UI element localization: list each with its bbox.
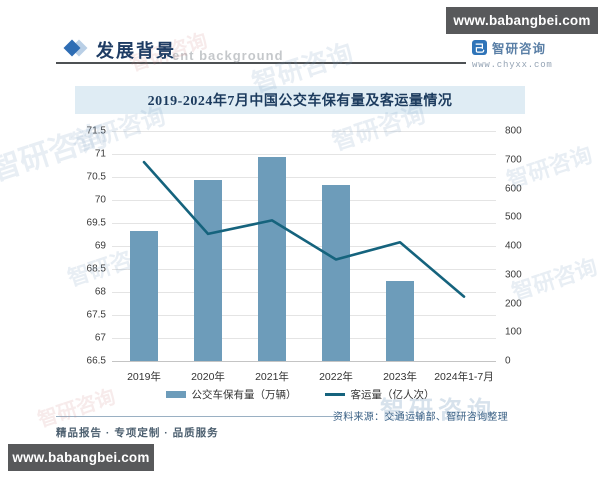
footer-tagline: 精品报告 · 专项定制 · 品质服务: [56, 427, 219, 439]
legend-item-line: 客运量（亿人次）: [324, 387, 435, 402]
gridline: [112, 361, 496, 362]
section-title: 发展背景: [96, 41, 176, 61]
zhiyan-logo-icon: 己: [472, 40, 487, 55]
header-divider: [56, 62, 466, 64]
x-axis-label: 2019年: [127, 371, 161, 383]
bar-2023年: [386, 280, 414, 361]
right-axis-tick: 500: [505, 211, 522, 223]
brand-logo-block: 己 智研咨询 www.chyxx.com: [472, 38, 582, 70]
right-axis-tick: 800: [505, 125, 522, 137]
chart-title-band: 2019-2024年7月中国公交车保有量及客运量情况: [75, 86, 525, 114]
left-axis-tick: 69: [94, 240, 106, 252]
chart-title: 2019-2024年7月中国公交车保有量及客运量情况: [147, 94, 453, 109]
legend: 公交车保有量（万辆） 客运量（亿人次）: [0, 386, 600, 402]
bar-2021年: [258, 156, 286, 361]
gridline: [112, 200, 496, 201]
plot-area: 71.5 71 70.5 70 69.5 69 68.5 68 67.5 67 66.5 800 700…: [87, 126, 522, 384]
right-axis-tick: 700: [505, 154, 522, 166]
x-axis-label: 2021年: [255, 371, 289, 383]
bar-2020年: [194, 179, 222, 361]
right-axis-tick: 200: [505, 298, 522, 309]
right-axis-tick: 0: [505, 355, 511, 367]
gridline: [112, 246, 496, 247]
brand-name: 智研咨询: [492, 42, 547, 56]
left-axis-tick: 70.5: [86, 171, 106, 183]
left-axis-tick: 68: [94, 286, 106, 298]
data-source: 资料来源：交通运输部、智研咨询整理: [332, 412, 508, 423]
right-axis-tick: 600: [505, 183, 522, 194]
x-axis-label: 2024年1-7月: [434, 371, 494, 383]
legend-label-line: 客运量（亿人次）: [350, 388, 435, 401]
left-axis-tick: 67: [94, 332, 106, 344]
bar-2019年: [130, 230, 158, 361]
x-axis-label: 2022年: [319, 371, 353, 383]
gridline: [112, 131, 496, 132]
legend-label-bar: 公交车保有量（万辆）: [191, 388, 297, 401]
bar-swatch-icon: [165, 390, 186, 398]
line-swatch-icon: [324, 392, 345, 396]
right-axis-tick: 100: [505, 326, 522, 338]
gridline: [112, 315, 496, 316]
gridline: [112, 338, 496, 339]
right-axis-tick: 400: [505, 240, 522, 252]
left-axis-tick: 69.5: [86, 217, 106, 229]
left-axis-tick: 70: [94, 194, 106, 206]
bar-2022年: [322, 185, 350, 361]
right-axis-tick: 300: [505, 269, 522, 281]
x-axis-label: 2020年: [191, 371, 225, 383]
gridline: [112, 223, 496, 224]
left-axis-tick: 68.5: [86, 263, 106, 275]
bottom-url-badge: www.babangbei.com: [8, 444, 154, 471]
x-axis-label: 2023年: [383, 371, 417, 383]
gridline: [112, 292, 496, 293]
gridline: [112, 177, 496, 178]
left-axis-tick: 71.5: [86, 125, 106, 137]
left-axis-tick: 71: [94, 148, 106, 160]
brand-site-url: www.chyxx.com: [472, 60, 553, 70]
legend-item-bar: 公交车保有量（万辆）: [165, 387, 297, 402]
left-axis-tick: 66.5: [86, 355, 106, 367]
line-series: [142, 160, 466, 298]
top-url-badge: www.babangbei.com: [446, 7, 598, 34]
gridline: [112, 154, 496, 155]
gridline: [112, 269, 496, 270]
left-axis-tick: 67.5: [86, 309, 106, 321]
header-watermark-text: ent background: [172, 48, 284, 63]
diamond-icon: [63, 39, 90, 57]
footer-divider: [56, 416, 342, 417]
